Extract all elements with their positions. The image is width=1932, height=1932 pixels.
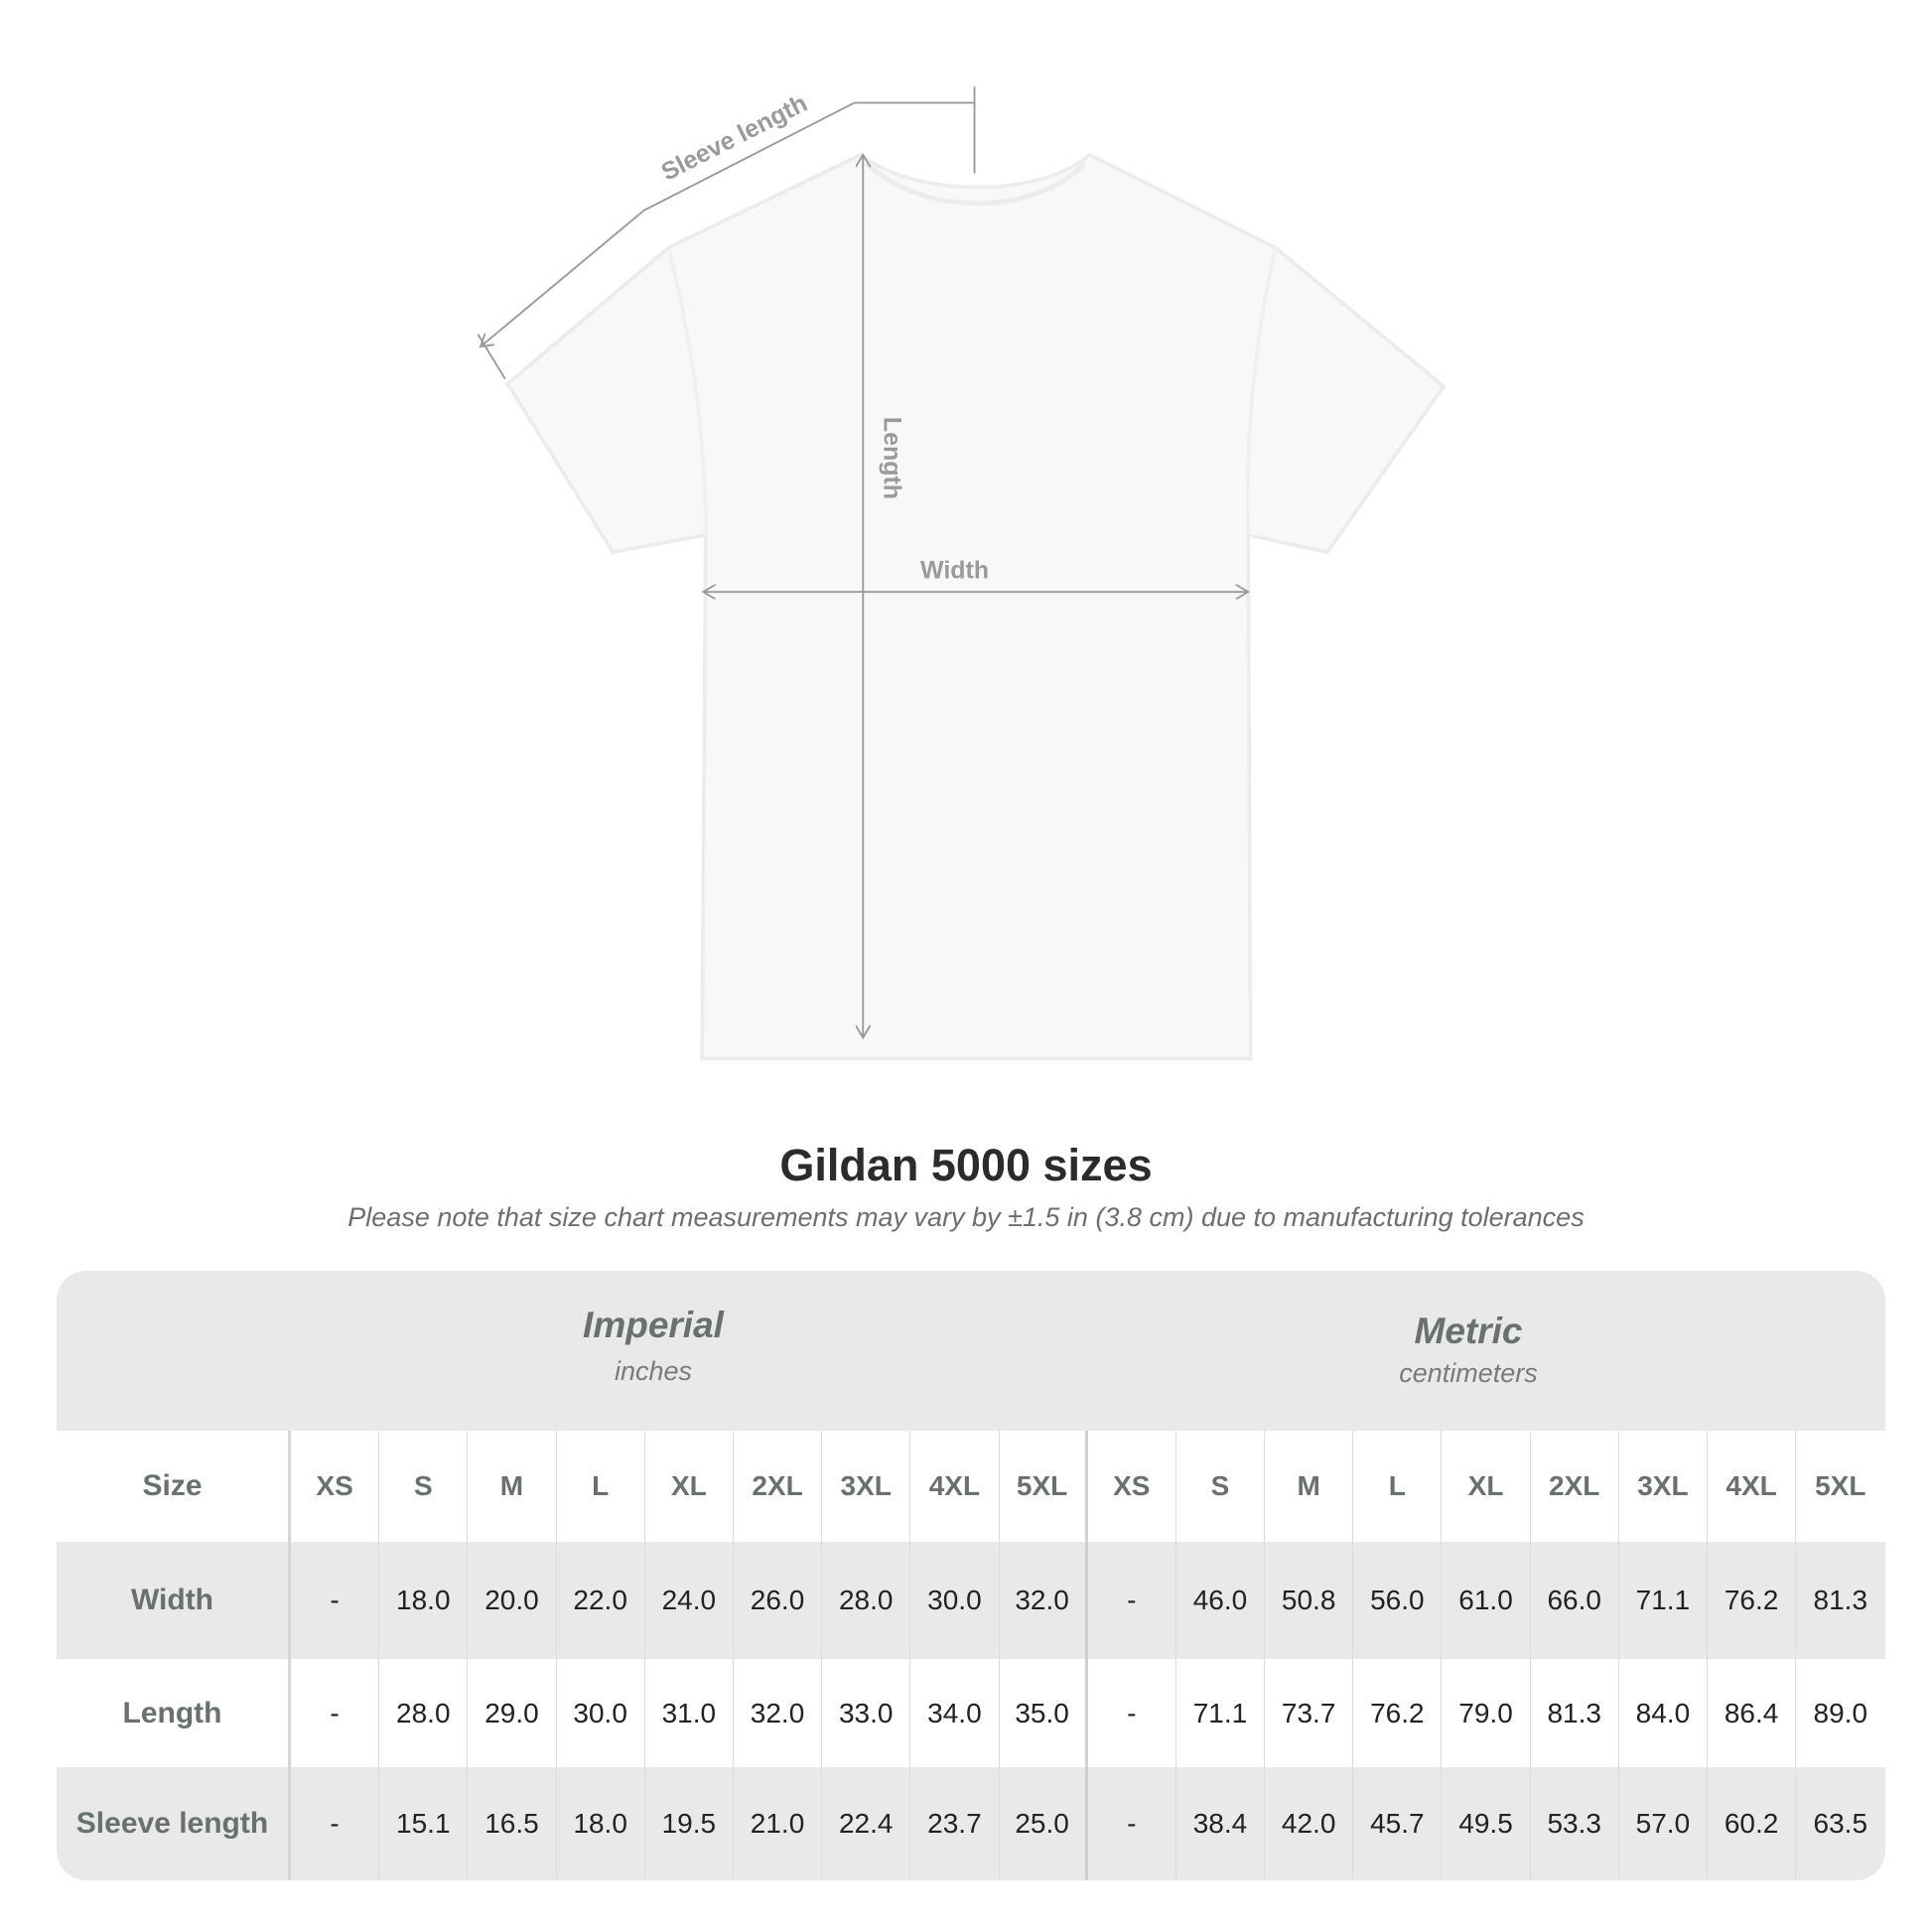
metric-value-cell: 66.0 — [1531, 1542, 1619, 1659]
metric-title: Metric — [1414, 1311, 1523, 1351]
metric-value-cell: 42.0 — [1265, 1767, 1354, 1880]
imperial-value-cell: 31.0 — [645, 1659, 734, 1767]
metric-value-cell: 63.5 — [1813, 1808, 1868, 1839]
metric-size-header: 5XL — [1815, 1470, 1866, 1501]
imperial-value-cell: 23.7 — [910, 1767, 1000, 1880]
metric-size-header: 4XL — [1708, 1431, 1797, 1542]
imperial-value-cell: 32.0 — [1000, 1542, 1088, 1659]
metric-value-cell: 81.3 — [1813, 1585, 1868, 1615]
metric-size-header: 3XL — [1619, 1431, 1708, 1542]
imperial-value-cell: 16.5 — [468, 1767, 557, 1880]
imperial-value-cell: 32.0 — [734, 1659, 823, 1767]
metric-value-cell: 73.7 — [1265, 1659, 1354, 1767]
metric-value-cell: 50.8 — [1265, 1542, 1354, 1659]
metric-value-cell: 71.1 — [1176, 1659, 1266, 1767]
header-band — [57, 1271, 1885, 1431]
metric-value-cell: 38.4 — [1176, 1767, 1266, 1880]
metric-value-cell: 71.1 — [1619, 1542, 1708, 1659]
row-label: Size — [57, 1431, 291, 1542]
imperial-value-cell: 20.0 — [468, 1542, 557, 1659]
metric-unit: centimeters — [1399, 1358, 1538, 1388]
metric-size-header: M — [1265, 1431, 1354, 1542]
imperial-size-header: 5XL — [1000, 1431, 1088, 1542]
page-title: Gildan 5000 sizes — [779, 1140, 1153, 1190]
metric-size-header: XS — [1088, 1431, 1176, 1542]
imperial-size-header: 4XL — [910, 1431, 1000, 1542]
imperial-unit: inches — [614, 1356, 693, 1386]
imperial-value-cell: 35.0 — [1000, 1659, 1088, 1767]
metric-value-cell: - — [1088, 1659, 1176, 1767]
metric-size-header: XL — [1442, 1431, 1531, 1542]
metric-value-cell: 76.2 — [1353, 1659, 1443, 1767]
size-header-row: Size XS S M L XL 2XL 3XL 4XL 5XL XS S M L XL 2XL 3XL 4XL 5… — [57, 1431, 1885, 1542]
metric-value-cell: 89.0 — [1813, 1697, 1868, 1728]
imperial-value-cell: 25.0 — [1000, 1767, 1088, 1880]
metric-value-cell: - — [1088, 1767, 1176, 1880]
metric-value-cell: 56.0 — [1353, 1542, 1443, 1659]
row-label: Width — [57, 1542, 291, 1659]
metric-value-cell: 57.0 — [1619, 1767, 1708, 1880]
metric-value-cell: 45.7 — [1353, 1767, 1443, 1880]
imperial-value-cell: 18.0 — [557, 1767, 645, 1880]
imperial-value-cell: 29.0 — [468, 1659, 557, 1767]
imperial-size-header: S — [379, 1431, 469, 1542]
metric-value-cell: 53.3 — [1531, 1767, 1619, 1880]
imperial-size-header: XL — [645, 1431, 734, 1542]
imperial-value-cell: 18.0 — [379, 1542, 469, 1659]
metric-value-cell: 81.3 — [1531, 1659, 1619, 1767]
metric-header: Metric centimeters — [1171, 1271, 1766, 1431]
metric-value-cell: 84.0 — [1619, 1659, 1708, 1767]
tshirt-shape — [504, 152, 1447, 1061]
metric-value-cell: 46.0 — [1176, 1542, 1266, 1659]
width-label: Width — [920, 556, 989, 584]
imperial-size-header: M — [468, 1431, 557, 1542]
imperial-value-cell: 33.0 — [822, 1659, 911, 1767]
imperial-value-cell: - — [291, 1659, 380, 1767]
imperial-value-cell: - — [291, 1542, 380, 1659]
row-label: Sleeve length — [57, 1767, 291, 1880]
imperial-value-cell: 22.0 — [557, 1542, 645, 1659]
metric-size-header: S — [1176, 1431, 1266, 1542]
row-label: Length — [57, 1659, 291, 1767]
table-row: Sleeve length -15.1 16.5 18.0 19.5 21.0 22.4 23… — [57, 1767, 1885, 1880]
sleeve-length-measure — [477, 86, 976, 380]
imperial-value-cell: 22.4 — [822, 1767, 911, 1880]
metric-value-cell: - — [1088, 1542, 1176, 1659]
imperial-value-cell: 34.0 — [910, 1659, 1000, 1767]
metric-size-header: L — [1353, 1431, 1443, 1542]
length-label: Length — [878, 417, 905, 499]
imperial-value-cell: 15.1 — [379, 1767, 469, 1880]
size-table: Imperial inches Metric centimeters Size X… — [57, 1271, 1885, 1880]
imperial-size-header: XS — [291, 1431, 380, 1542]
metric-value-cell: 49.5 — [1442, 1767, 1531, 1880]
metric-value-cell: 61.0 — [1442, 1542, 1531, 1659]
table-row: Length -28.0 29.0 30.0 31.0 32.0 33.0 34.0 35.0-… — [57, 1659, 1885, 1767]
tshirt-measurement-diagram: Sleeve length Length Width — [477, 86, 1447, 1061]
imperial-size-header: L — [557, 1431, 645, 1542]
tolerance-note: Please note that size chart measurements… — [347, 1202, 1585, 1232]
metric-value-cell: 76.2 — [1708, 1542, 1797, 1659]
table-row: Width -18.0 20.0 22.0 24.0 26.0 28.0 30.0 32.0-4… — [57, 1542, 1885, 1659]
sleeve-length-label: Sleeve length — [657, 89, 812, 187]
imperial-value-cell: 30.0 — [557, 1659, 645, 1767]
imperial-value-cell: 28.0 — [822, 1542, 911, 1659]
imperial-size-header: 3XL — [822, 1431, 911, 1542]
imperial-value-cell: - — [291, 1767, 380, 1880]
metric-value-cell: 86.4 — [1708, 1659, 1797, 1767]
metric-value-cell: 79.0 — [1442, 1659, 1531, 1767]
imperial-header: Imperial inches — [355, 1271, 951, 1431]
imperial-value-cell: 21.0 — [734, 1767, 823, 1880]
metric-value-cell: 60.2 — [1708, 1767, 1797, 1880]
imperial-size-header: 2XL — [734, 1431, 823, 1542]
imperial-value-cell: 28.0 — [379, 1659, 469, 1767]
metric-size-header: 2XL — [1531, 1431, 1619, 1542]
imperial-title: Imperial — [583, 1305, 724, 1345]
imperial-value-cell: 30.0 — [910, 1542, 1000, 1659]
imperial-value-cell: 19.5 — [645, 1767, 734, 1880]
imperial-value-cell: 26.0 — [734, 1542, 823, 1659]
imperial-value-cell: 24.0 — [645, 1542, 734, 1659]
